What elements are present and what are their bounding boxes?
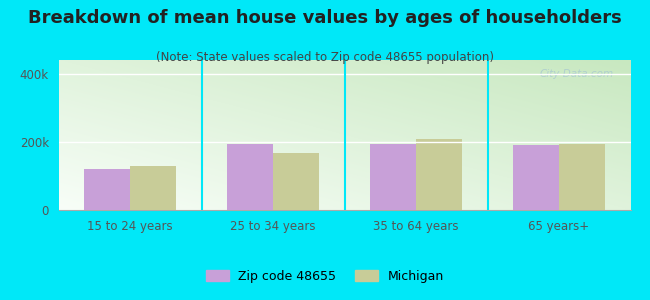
Bar	[84, 169, 130, 210]
Bar	[273, 153, 318, 210]
Bar	[514, 145, 559, 210]
Bar	[370, 144, 416, 210]
Bar	[559, 143, 604, 210]
Bar	[227, 144, 273, 210]
Bar	[416, 139, 462, 210]
Text: (Note: State values scaled to Zip code 48655 population): (Note: State values scaled to Zip code 4…	[156, 51, 494, 64]
Text: Breakdown of mean house values by ages of householders: Breakdown of mean house values by ages o…	[28, 9, 622, 27]
Bar	[130, 166, 176, 210]
Text: City-Data.com: City-Data.com	[540, 69, 614, 79]
Legend: Zip code 48655, Michigan: Zip code 48655, Michigan	[201, 265, 449, 288]
